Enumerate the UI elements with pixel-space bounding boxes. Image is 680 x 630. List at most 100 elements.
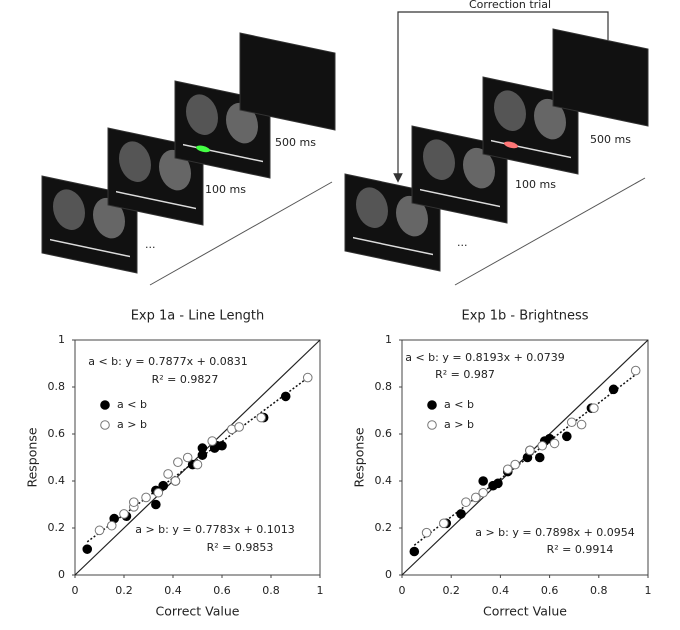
y-axis-label: Response <box>352 427 367 487</box>
fit-r2: R² = 0.9827 <box>152 373 219 386</box>
duration-label: 100 ms <box>205 183 246 196</box>
data-point <box>534 452 545 463</box>
fit-equation: a < b: y = 0.8193x + 0.0739 <box>405 351 565 364</box>
data-point <box>630 365 641 376</box>
identity-line <box>74 339 321 576</box>
x-tick-label: 0.4 <box>492 584 510 597</box>
time-axis <box>454 177 646 286</box>
data-point <box>163 469 173 479</box>
y-tick-label: 1 <box>385 333 392 346</box>
data-point <box>478 476 488 486</box>
feedback <box>504 141 518 149</box>
y-axis-label: Response <box>25 427 40 487</box>
data-point <box>510 459 520 470</box>
stimulus <box>494 90 526 131</box>
data-point <box>549 438 560 449</box>
chart-title: Exp 1b - Brightness <box>461 309 588 324</box>
y-tick-label: 0.6 <box>375 427 393 440</box>
duration-label: 100 ms <box>515 178 556 191</box>
data-point <box>502 464 513 475</box>
data-point <box>197 443 208 453</box>
fit-equation: a > b: y = 0.7898x + 0.0954 <box>475 526 635 539</box>
x-tick-label: 0.6 <box>541 584 559 597</box>
data-point <box>589 403 599 413</box>
x-tick-label: 0.4 <box>164 584 182 597</box>
ellipsis: ... <box>145 238 156 251</box>
legend-label: a > b <box>117 418 147 431</box>
screen-bg <box>239 32 336 131</box>
response-line <box>50 238 130 258</box>
data-point <box>170 476 181 486</box>
data-point <box>409 546 420 557</box>
legend-label: a < b <box>444 398 474 411</box>
data-point <box>207 436 217 446</box>
fit-equation: a > b: y = 0.7783x + 0.1013 <box>135 523 295 536</box>
y-tick-label: 0.6 <box>48 427 66 440</box>
feedback <box>196 145 210 153</box>
duration-label: 500 ms <box>275 136 316 149</box>
stimulus <box>534 98 566 140</box>
x-axis-label: Correct Value <box>156 604 240 619</box>
data-point <box>439 518 449 529</box>
fit-r2: R² = 0.9914 <box>547 543 614 556</box>
data-point <box>493 478 503 489</box>
x-tick-label: 0.2 <box>115 584 133 597</box>
screen <box>552 28 649 127</box>
screen <box>239 32 336 131</box>
legend-marker <box>427 420 437 430</box>
y-tick-label: 0.8 <box>375 380 393 393</box>
data-point <box>525 445 535 456</box>
legend-label: a > b <box>444 418 474 431</box>
legend-marker <box>100 420 110 430</box>
data-point <box>217 440 227 451</box>
stimulus <box>226 102 258 144</box>
y-tick-label: 0 <box>385 568 392 581</box>
data-point <box>280 391 291 402</box>
stimulus <box>463 147 495 189</box>
data-point <box>173 457 183 468</box>
data-point <box>456 509 466 519</box>
response-line <box>420 188 500 208</box>
y-tick-label: 0.2 <box>48 521 66 534</box>
x-tick-label: 1 <box>317 584 324 597</box>
data-point <box>182 452 193 463</box>
data-point <box>82 544 93 554</box>
stimulus <box>119 141 151 182</box>
correction-label: Correction trial <box>469 0 551 11</box>
x-tick-label: 0 <box>72 584 79 597</box>
response-line <box>116 190 196 210</box>
plot-frame <box>74 339 321 576</box>
y-tick-label: 0.4 <box>48 474 66 487</box>
data-point <box>537 440 548 451</box>
y-tick-label: 0.4 <box>375 474 393 487</box>
data-point <box>119 509 129 519</box>
x-tick-label: 0.2 <box>442 584 460 597</box>
y-tick-label: 0.2 <box>375 521 393 534</box>
screen <box>174 80 271 179</box>
data-point <box>141 492 151 503</box>
data-point <box>192 459 203 470</box>
data-point <box>234 422 244 432</box>
stimulus <box>53 189 85 230</box>
fit-r2: R² = 0.9853 <box>207 541 274 554</box>
data-point <box>478 487 488 498</box>
data-point <box>158 480 168 491</box>
data-point <box>566 417 577 428</box>
plot-frame <box>401 339 649 576</box>
chart-title: Exp 1a - Line Length <box>131 309 265 324</box>
x-tick-label: 0 <box>399 584 406 597</box>
data-point <box>562 431 572 442</box>
legend-marker <box>100 400 110 410</box>
stimulus <box>93 197 125 239</box>
data-point <box>256 412 267 423</box>
response-line <box>353 236 433 256</box>
data-point <box>106 520 117 531</box>
data-point <box>151 499 161 510</box>
data-point <box>129 497 139 507</box>
y-tick-label: 0.8 <box>48 380 66 393</box>
time-axis <box>149 181 333 286</box>
diagram: Correction trial ... 100 ms 500 ms ... 1… <box>41 0 649 286</box>
x-tick-label: 0.8 <box>590 584 608 597</box>
trend-line <box>413 373 637 546</box>
data-point <box>461 497 471 507</box>
